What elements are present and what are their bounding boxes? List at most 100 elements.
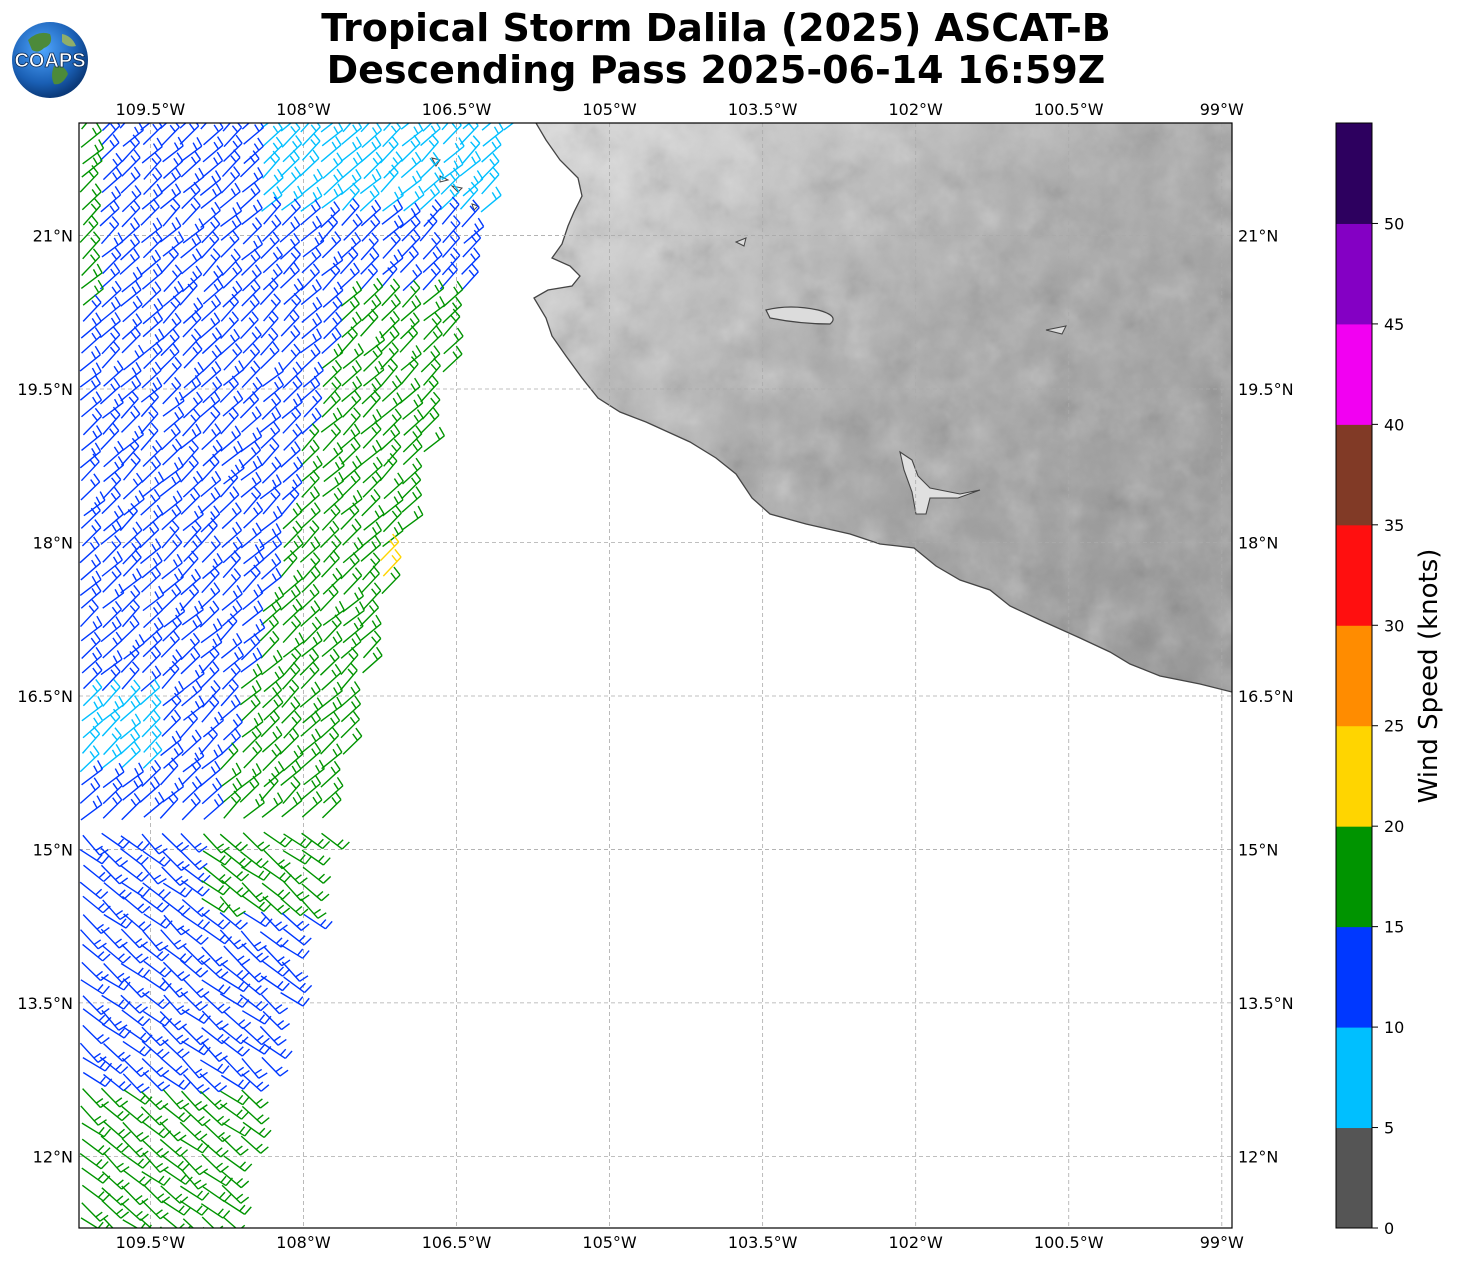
- wind-barb: [360, 136, 382, 163]
- wind-barb: [321, 123, 344, 147]
- colorbar-segment: [1336, 424, 1372, 526]
- wind-barb: [301, 832, 331, 850]
- wind-barb: [383, 123, 392, 132]
- wind-barb: [140, 389, 159, 418]
- wind-barb: [141, 183, 163, 210]
- wind-barb: [400, 345, 422, 371]
- wind-barb: [161, 583, 182, 611]
- wind-barb: [361, 214, 381, 242]
- wind-barb: [363, 277, 384, 305]
- wind-barb: [220, 962, 250, 981]
- wind-barb: [320, 696, 343, 722]
- wind-barb: [280, 261, 300, 289]
- wind-barb: [459, 123, 479, 145]
- wind-barb: [241, 279, 261, 307]
- wind-barb: [321, 231, 342, 259]
- wind-barb: [81, 760, 104, 786]
- wind-barb: [163, 356, 182, 385]
- wind-barb: [340, 231, 362, 259]
- wind-barb: [260, 911, 288, 932]
- wind-barb: [300, 600, 321, 627]
- wind-barb: [241, 343, 261, 372]
- wind-barb: [141, 645, 162, 674]
- lon-tick-bottom: 102°W: [889, 1233, 944, 1252]
- wind-barb: [281, 473, 303, 501]
- wind-barb: [80, 1105, 107, 1126]
- wind-barb: [283, 375, 303, 403]
- wind-barb: [261, 726, 283, 753]
- wind-barb: [121, 895, 151, 914]
- wind-barb: [360, 614, 382, 641]
- lat-tick-left: 13.5°N: [17, 994, 73, 1013]
- wind-barb: [241, 1105, 270, 1125]
- wind-barb: [163, 406, 185, 433]
- wind-barb: [80, 599, 99, 628]
- wind-barb: [202, 850, 233, 866]
- wind-barb: [402, 425, 423, 453]
- wind-barb: [141, 455, 162, 483]
- wind-barb: [122, 1040, 152, 1057]
- wind-barb: [240, 663, 263, 689]
- wind-barb: [339, 246, 359, 275]
- wind-barb: [400, 295, 422, 322]
- wind-barb: [360, 521, 382, 548]
- wind-barb: [261, 361, 284, 387]
- wind-barb: [201, 744, 224, 770]
- wind-barb: [400, 312, 420, 340]
- wind-barb: [322, 359, 343, 388]
- wind-barb: [82, 1088, 110, 1109]
- wind-barb: [301, 631, 323, 658]
- logo-text: COAPS: [14, 50, 85, 72]
- wind-barb: [120, 928, 148, 949]
- wind-barb: [300, 123, 310, 133]
- wind-barb: [201, 979, 231, 995]
- wind-barb: [302, 866, 332, 884]
- wind-barb: [121, 326, 141, 354]
- wind-barb: [461, 247, 481, 275]
- wind-barb: [340, 502, 360, 530]
- wind-barb: [179, 1200, 209, 1216]
- wind-barb: [281, 486, 300, 515]
- wind-barb: [221, 662, 241, 690]
- wind-barb: [442, 215, 461, 244]
- wind-barb: [221, 248, 241, 277]
- wind-barb: [179, 123, 187, 129]
- wind-barb: [261, 392, 282, 420]
- wind-barb: [121, 599, 140, 628]
- wind-barb: [380, 358, 399, 387]
- wind-barb: [300, 774, 322, 801]
- lon-tick-bottom: 99°W: [1200, 1233, 1244, 1252]
- wind-barb: [102, 471, 122, 500]
- wind-barb: [101, 1009, 128, 1031]
- wind-barb: [341, 375, 363, 403]
- wind-barb: [363, 344, 383, 372]
- wind-barb: [180, 439, 199, 469]
- wind-barb: [201, 913, 231, 930]
- wind-barb: [220, 1090, 250, 1106]
- wind-barb: [382, 249, 404, 275]
- wind-barb: [82, 995, 110, 1015]
- wind-barb: [481, 166, 500, 195]
- wind-barb: [101, 393, 124, 419]
- wind-barb: [101, 976, 131, 991]
- wind-barb: [220, 214, 242, 241]
- wind-barb: [100, 422, 120, 450]
- wind-barb: [121, 266, 143, 293]
- wind-barb: [262, 866, 292, 883]
- wind-barb: [241, 600, 264, 627]
- wind-barb: [99, 296, 121, 323]
- wind-barb: [81, 631, 101, 660]
- wind-barb: [139, 678, 161, 706]
- wind-barb: [161, 660, 180, 690]
- wind-barb: [83, 491, 106, 517]
- wind-barb: [183, 664, 205, 691]
- wind-barb: [283, 928, 312, 946]
- wind-barb: [220, 311, 239, 340]
- wind-barb: [143, 341, 163, 370]
- wind-barb: [201, 294, 222, 322]
- wind-barb: [79, 849, 110, 865]
- wind-barb: [179, 277, 198, 306]
- wind-barb: [403, 185, 425, 212]
- wind-barb: [299, 486, 321, 513]
